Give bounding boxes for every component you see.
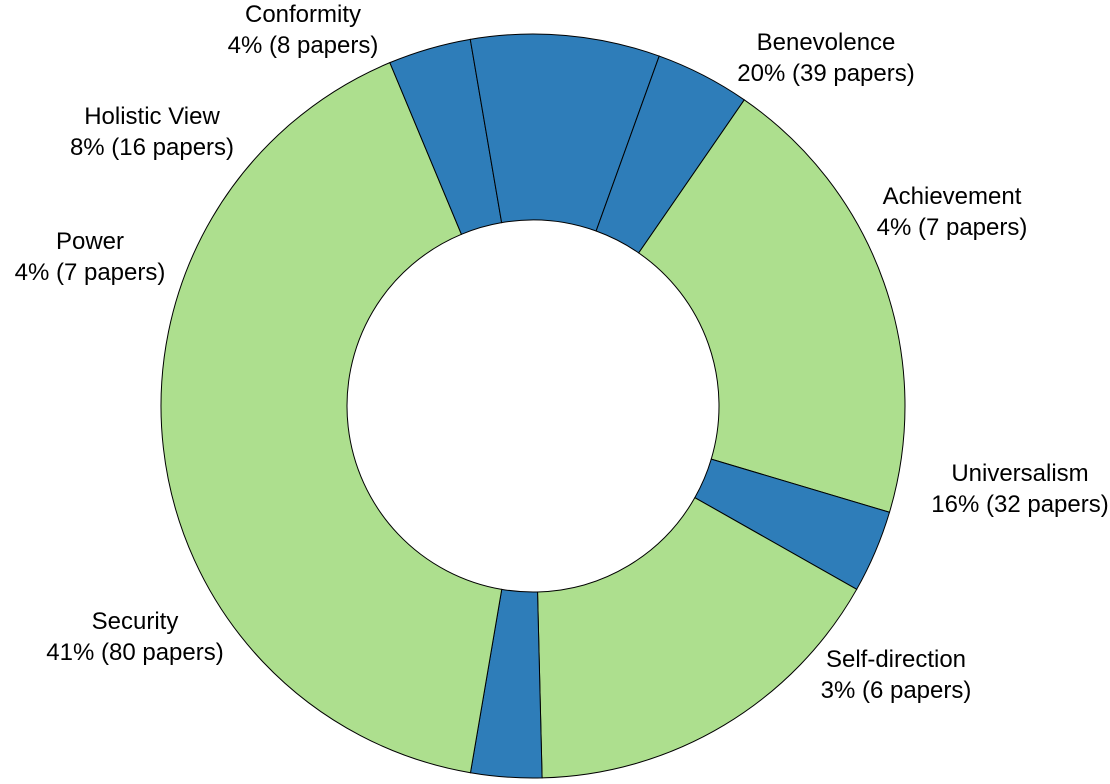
- slice-label-holistic-view: Holistic View 8% (16 papers): [70, 103, 234, 161]
- slice-label-value: 16% (32 papers): [931, 491, 1108, 518]
- donut-slices: [160, 33, 906, 779]
- slice-label-name: Achievement: [883, 183, 1022, 210]
- slice-label-name: Self-direction: [826, 646, 966, 673]
- slice-label-self-direction: Self-direction 3% (6 papers): [821, 646, 972, 704]
- slice-label-name: Universalism: [951, 460, 1088, 487]
- slice-label-value: 41% (80 papers): [46, 639, 223, 666]
- slice-label-conformity: Conformity 4% (8 papers): [228, 1, 379, 59]
- slice-label-power: Power 4% (7 papers): [15, 228, 166, 286]
- slice-label-value: 4% (7 papers): [877, 214, 1028, 241]
- slice-universalism: [537, 496, 858, 779]
- slice-label-name: Power: [56, 228, 124, 255]
- slice-label-name: Benevolence: [757, 29, 896, 56]
- slice-benevolence: [637, 99, 906, 513]
- slice-label-universalism: Universalism 16% (32 papers): [931, 460, 1108, 518]
- slice-label-achievement: Achievement 4% (7 papers): [877, 183, 1028, 241]
- slice-label-value: 3% (6 papers): [821, 677, 972, 704]
- slice-label-benevolence: Benevolence 20% (39 papers): [737, 29, 914, 87]
- slice-label-name: Conformity: [245, 1, 361, 28]
- slice-label-value: 4% (8 papers): [228, 32, 379, 59]
- slice-conformity: [595, 55, 745, 254]
- slice-security: [160, 61, 503, 774]
- slice-label-value: 20% (39 papers): [737, 60, 914, 87]
- slice-label-value: 8% (16 papers): [70, 134, 234, 161]
- slice-label-name: Security: [92, 608, 179, 635]
- slice-label-name: Holistic View: [84, 103, 220, 130]
- donut-labels: Benevolence 20% (39 papers) Achievement 4% …: [15, 1, 1109, 704]
- slice-label-security: Security 41% (80 papers): [46, 608, 223, 666]
- slice-label-value: 4% (7 papers): [15, 259, 166, 286]
